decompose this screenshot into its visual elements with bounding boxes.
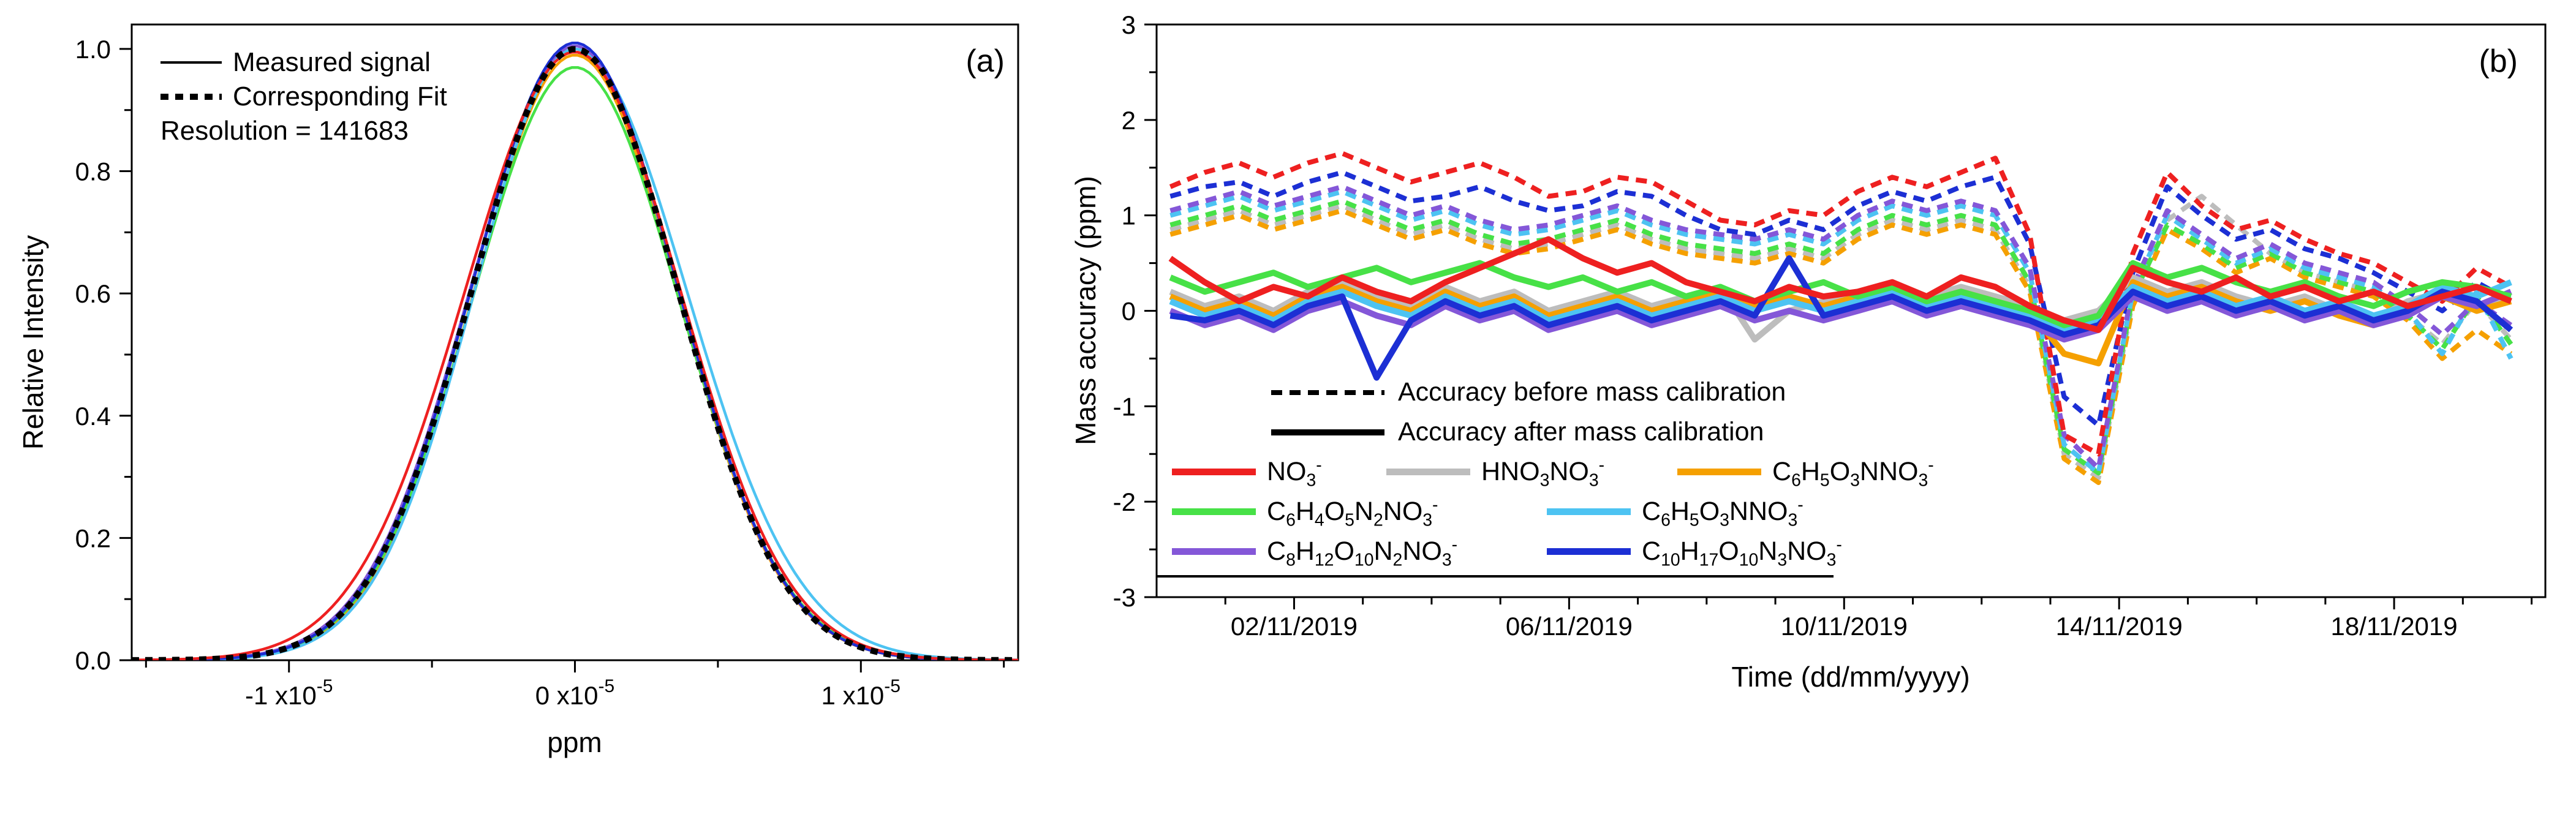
species-formula: NO3- [1267,455,1322,491]
panel-a-ytick-label: 1.0 [75,35,111,64]
panel-a-ytick-label: 0.2 [75,524,111,552]
panel-b-label: (b) [2479,43,2518,79]
after-calibration-label: Accuracy after mass calibration [1398,417,1764,446]
series-before-NO3- before [1169,151,2512,457]
panel-b-ytick-label: 3 [1122,10,1136,39]
series-before-C6H5O3NNO3- before [1169,208,2513,485]
legend-species-row-2: C6H4O5N2NO3- C6H5O3NNO3- [1157,492,1834,532]
panel-b-plot: -3 -2 -1 0 1 2 3 02/11/2019 06/11/2019 10/11/2019… [1113,10,2547,641]
legend-before-row: Accuracy before mass calibration [1157,372,1834,412]
before-calibration-line-sample [1271,390,1384,395]
panel-b-ytick-label: 0 [1122,297,1136,326]
before-calibration-label: Accuracy before mass calibration [1398,377,1786,407]
species-swatch-cyan [1547,508,1631,515]
species-swatch-red [1172,469,1256,475]
series-before-C6H4O5N2NO3- before [1169,198,2514,476]
legend-species-c6h5o3nno3: C6H5O3NNO3- [1677,455,1934,491]
panel-b-ytick-label: -1 [1113,392,1136,421]
panel-a-ytick-label: 0.8 [75,157,111,186]
panel-a-legend: Measured signal Corresponding Fit Resolu… [161,45,447,148]
legend-species-hno3no3: HNO3NO3- [1386,455,1677,491]
panel-a-label: (a) [965,43,1005,79]
species-formula: C6H5O3NNO3- [1772,455,1934,491]
panel-b-ytick-label: -3 [1113,583,1136,612]
panel-b-x-axis-title: Time (dd/mm/yyyy) [1731,661,1970,693]
panel-b-xtick-label: 18/11/2019 [2331,612,2458,641]
series-before-C6H5O3NNO3- (2) before [1169,189,2514,476]
panel-a-ytick-label: 0.4 [75,402,111,431]
panel-a-ytick-label: 0.6 [75,279,111,308]
legend-species-c8h12o10n2no3: C8H12O10N2NO3- [1172,535,1547,570]
species-swatch-purple [1172,548,1256,555]
series-after-C8H12O10N2NO3- after [1169,288,2512,343]
resolution-label: Resolution = 141683 [161,116,409,146]
fit-label: Corresponding Fit [233,81,447,111]
legend-species-row-3: C8H12O10N2NO3- C10H17O10N3NO3- [1157,532,1842,571]
legend-species-row-1: NO3- HNO3NO3- C6H5O3NNO3- [1157,452,1934,492]
species-formula: C6H4O5N2NO3- [1267,495,1438,530]
panel-a-ytick-label: 0.0 [75,646,111,675]
measured-signal-line-sample [161,61,222,64]
series-after-NO3- after [1168,236,2512,333]
panel-a-y-axis-title: Relative Intensity [17,235,49,450]
series-after-C6H5O3NNO3- (2) after [1169,279,2512,333]
legend-measured-row: Measured signal [161,45,447,80]
species-swatch-green [1172,508,1256,515]
legend-species-c10h17o10n3no3: C10H17O10N3NO3- [1547,535,1842,570]
measured-signal-label: Measured signal [233,47,431,77]
panel-a-plot: 0.0 0.2 0.4 0.6 0.8 1.0 -1 x10-5 0 x10-5 1 x10-5 [75,23,1019,710]
panel-b-xtick-label: 06/11/2019 [1506,612,1633,641]
panel-a-xtick-label: 1 x10-5 [822,676,901,710]
panel-b-y-axis-title: Mass accuracy (ppm) [1070,176,1101,445]
series-measured-green [132,66,1018,660]
panel-b-series [1168,151,2514,485]
after-calibration-line-sample [1271,429,1384,435]
panel-b-xtick-label: 14/11/2019 [2056,612,2183,641]
legend-species-c6h4o5n2no3: C6H4O5N2NO3- [1172,495,1547,530]
species-formula: C8H12O10N2NO3- [1267,535,1458,570]
panel-a-xtick-label: 0 x10-5 [535,676,614,710]
species-swatch-gray [1386,469,1470,475]
panel-b-legend: Accuracy before mass calibration Accurac… [1157,372,1934,578]
species-swatch-blue [1547,548,1631,555]
species-formula: C6H5O3NNO3- [1642,495,1804,530]
panel-b-xtick-label: 02/11/2019 [1231,612,1358,641]
series-before-C10H17O10N3NO3- before [1169,170,2512,428]
species-formula: C10H17O10N3NO3- [1642,535,1842,570]
series-fit [132,46,1018,660]
species-formula: HNO3NO3- [1481,455,1605,491]
series-after-C6H4O5N2NO3- after [1169,260,2512,328]
species-swatch-orange [1677,469,1761,475]
series-before-C8H12O10N2NO3- before [1169,184,2513,471]
panel-b-ytick-label: -2 [1113,488,1136,516]
panel-b-ytick-label: 1 [1122,201,1136,230]
fit-line-sample [161,94,222,100]
panel-b-ytick-label: 2 [1122,106,1136,135]
legend-resolution-row: Resolution = 141683 [161,114,447,148]
legend-after-row: Accuracy after mass calibration [1157,412,1834,452]
panel-a-series [132,42,1018,660]
legend-species-no3: NO3- [1172,455,1386,491]
panel-a-x-axis-title: ppm [547,726,602,758]
panel-a-xtick-label: -1 x10-5 [245,676,333,710]
panel-b-xtick-label: 10/11/2019 [1781,612,1908,641]
series-after-C10H17O10N3NO3- after [1169,255,2514,381]
legend-species-c6h5o3nno3-cyan: C6H5O3NNO3- [1547,495,1804,530]
legend-fit-row: Corresponding Fit [161,80,447,114]
